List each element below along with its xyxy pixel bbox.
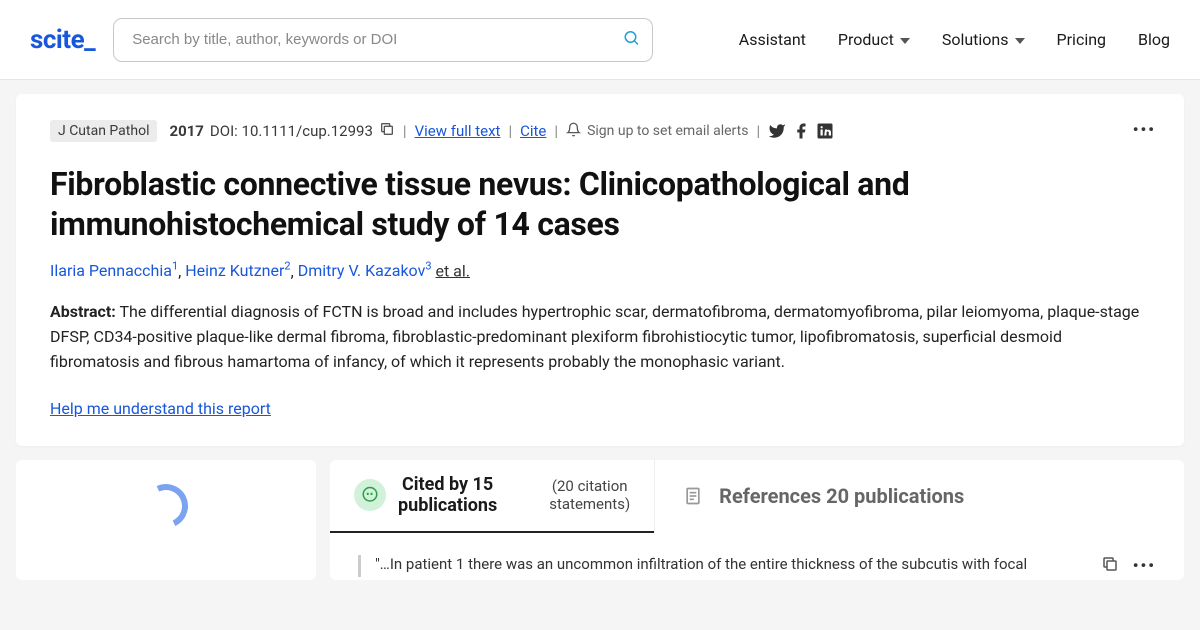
speech-quote-icon <box>361 486 379 504</box>
doi: DOI: 10.1111/cup.12993 <box>210 122 373 140</box>
author-link[interactable]: Heinz Kutzner2 <box>185 261 290 280</box>
chevron-down-icon <box>1015 38 1025 44</box>
separator: | <box>403 122 407 140</box>
top-nav: Assistant Product Solutions Pricing Blog <box>739 30 1170 49</box>
nav-product-label: Product <box>838 30 894 49</box>
copy-snippet-button[interactable] <box>1101 555 1119 577</box>
statements-text: (20 citationstatements) <box>549 477 630 513</box>
document-icon <box>683 485 703 507</box>
logo-underscore: _ <box>84 25 95 55</box>
view-full-text-link[interactable]: View full text <box>415 122 501 140</box>
paper-title: Fibroblastic connective tissue nevus: Cl… <box>50 164 1010 244</box>
cited-by-line1: Cited by 15 <box>402 474 493 495</box>
logo[interactable]: scite_ <box>30 25 95 55</box>
references-label: References 20 publications <box>719 484 964 508</box>
tabs-header: Cited by 15publications (20 citationstat… <box>330 460 1184 533</box>
author-link[interactable]: Dmitry V. Kazakov3 <box>298 261 432 280</box>
copy-icon <box>379 121 395 137</box>
paper-card: ••• J Cutan Pathol 2017 DOI: 10.1111/cup… <box>16 94 1184 446</box>
copy-icon <box>1101 555 1119 573</box>
authors-list: Ilaria Pennacchia1, Heinz Kutzner2, Dmit… <box>50 260 1150 280</box>
linkedin-icon <box>816 122 834 140</box>
search-icon <box>623 29 641 47</box>
author-affiliation: 3 <box>425 260 431 273</box>
citations-card: Cited by 15publications (20 citationstat… <box>330 460 1184 580</box>
separator: | <box>554 122 558 140</box>
logo-text: scite <box>30 25 84 55</box>
spinner-icon <box>138 478 194 534</box>
cited-by-text: Cited by 15publications <box>398 474 497 517</box>
snippet-text: "…In patient 1 there was an uncommon inf… <box>375 555 1087 573</box>
author-name: Ilaria Pennacchia <box>50 261 172 280</box>
author-sep: , <box>291 261 298 280</box>
tab-references[interactable]: References 20 publications <box>654 460 1184 533</box>
author-name: Heinz Kutzner <box>185 261 284 280</box>
search-button[interactable] <box>623 29 641 50</box>
bell-icon <box>566 122 581 137</box>
meta-row: J Cutan Pathol 2017 DOI: 10.1111/cup.129… <box>50 120 1150 142</box>
facebook-share[interactable] <box>792 122 810 140</box>
author-link[interactable]: Ilaria Pennacchia1 <box>50 261 178 280</box>
more-menu-button[interactable]: ••• <box>1133 120 1156 139</box>
separator: | <box>756 122 760 140</box>
copy-doi-button[interactable] <box>379 121 395 141</box>
loading-card <box>16 460 316 580</box>
abstract-label: Abstract: <box>50 302 116 321</box>
nav-assistant-label: Assistant <box>739 30 806 49</box>
cite-link[interactable]: Cite <box>520 122 546 140</box>
twitter-icon <box>768 122 786 140</box>
linkedin-share[interactable] <box>816 122 834 140</box>
snippet-more-button[interactable]: ••• <box>1133 556 1156 575</box>
ref-icon-wrap <box>679 482 707 510</box>
twitter-share[interactable] <box>768 122 786 140</box>
top-header: scite_ Assistant Product Solutions Prici… <box>0 0 1200 80</box>
etal-link[interactable]: et al. <box>435 261 470 280</box>
snippet-bar <box>358 555 361 577</box>
statements-line2: statements) <box>549 495 630 513</box>
nav-solutions-label: Solutions <box>942 30 1009 49</box>
cite-icon-wrap <box>354 479 386 511</box>
nav-blog[interactable]: Blog <box>1138 30 1170 49</box>
author-name: Dmitry V. Kazakov <box>298 261 426 280</box>
alerts-text[interactable]: Sign up to set email alerts <box>587 123 748 139</box>
bottom-row: Cited by 15publications (20 citationstat… <box>16 460 1184 580</box>
search-container <box>113 18 653 62</box>
citation-snippet-row: "…In patient 1 there was an uncommon inf… <box>330 533 1184 577</box>
separator: | <box>508 122 512 140</box>
nav-blog-label: Blog <box>1138 30 1170 49</box>
statements-line1: (20 citation <box>552 477 628 495</box>
search-input[interactable] <box>113 18 653 62</box>
cited-by-line2: publications <box>398 495 497 516</box>
year: 2017 <box>169 122 203 140</box>
nav-pricing[interactable]: Pricing <box>1057 30 1107 49</box>
nav-pricing-label: Pricing <box>1057 30 1107 49</box>
chevron-down-icon <box>900 38 910 44</box>
facebook-icon <box>792 122 810 140</box>
tab-cited-by[interactable]: Cited by 15publications (20 citationstat… <box>330 460 654 533</box>
nav-product[interactable]: Product <box>838 30 910 49</box>
nav-assistant[interactable]: Assistant <box>739 30 806 49</box>
nav-solutions[interactable]: Solutions <box>942 30 1025 49</box>
abstract-text: The differential diagnosis of FCTN is br… <box>50 302 1139 371</box>
bell-button[interactable] <box>566 122 581 141</box>
snippet-actions: ••• <box>1101 555 1156 577</box>
journal-tag[interactable]: J Cutan Pathol <box>50 120 157 142</box>
abstract: Abstract: The differential diagnosis of … <box>50 300 1150 374</box>
help-understand-link[interactable]: Help me understand this report <box>50 399 271 418</box>
